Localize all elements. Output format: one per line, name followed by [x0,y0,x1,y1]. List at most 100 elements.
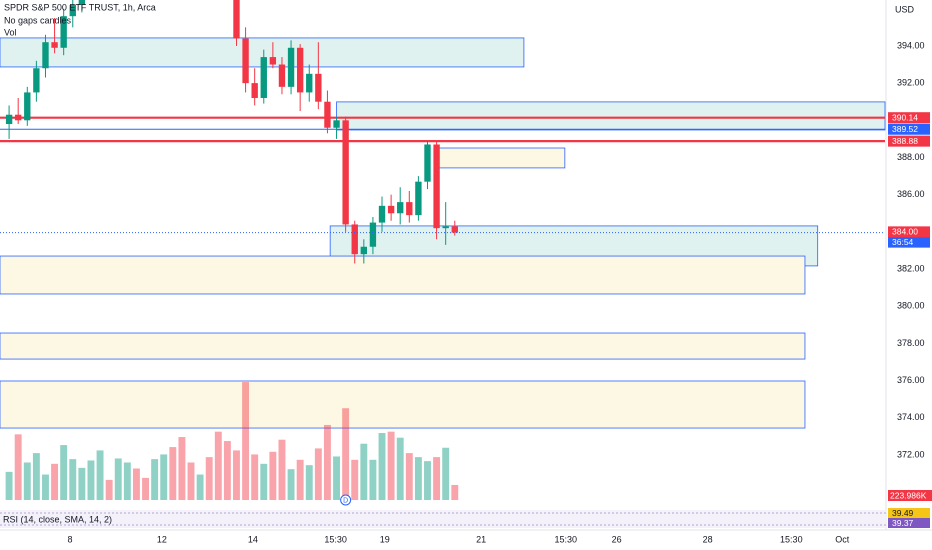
volume-bar [442,447,450,500]
volume-bar [78,467,86,500]
y-tick-label: 376.00 [897,375,925,385]
volume-bar [32,453,40,500]
candle-body [51,42,58,48]
volume-bar [205,457,213,500]
volume-bar [5,471,13,500]
countdown: 36:54 [892,237,914,247]
volume-bar [323,424,331,500]
zone [0,332,806,360]
y-tick-label: 386.00 [897,189,925,199]
price-pane [0,0,886,500]
level-label: 388.88 [892,136,918,146]
volume-bar [242,382,250,500]
volume-label-box [888,490,932,501]
volume-title: Vol [4,27,17,37]
rsi-label-box [888,508,930,518]
x-tick-label: 19 [380,534,390,544]
y-tick-label: 372.00 [897,449,925,459]
candle-body [42,42,49,69]
volume-bar [87,460,95,500]
candle-body [287,47,295,87]
candle-body [5,114,13,125]
y-tick-label: 392.00 [897,77,925,87]
rsi-pane [0,510,886,528]
candle-body [60,16,67,48]
volume-bar [251,454,259,500]
rsi-label: 39.49 [892,508,914,518]
volume-bar [414,457,422,500]
x-tick-label: 15:30 [554,534,577,544]
volume-bar [260,463,268,500]
candle-body [369,222,377,247]
x-tick-label: 26 [612,534,622,544]
volume-bar [360,443,368,500]
x-tick-label: 8 [68,534,73,544]
candle-body [242,38,249,84]
zone [0,255,806,295]
volume-bar [60,445,68,500]
indicator-title: RSI (14, close, SMA, 14, 2) [3,514,112,524]
volume-bar [433,457,441,500]
candle-body [415,181,422,216]
volume-bar [223,441,231,500]
candle-body [315,73,322,102]
candle-body [260,57,267,98]
volume-bar [105,479,113,500]
y-tick-label: 388.00 [897,152,925,162]
volume-bar [151,459,159,500]
candle-body [15,114,22,121]
volume-bar [23,462,31,500]
volume-bar [405,453,413,500]
open-label-box [888,226,930,238]
candle-body [78,0,86,6]
volume-bar [314,448,322,500]
candle-body [433,144,440,229]
y-tick-label: 394.00 [897,40,925,50]
candle-body [387,205,395,214]
candle-body [306,73,313,93]
volume-bar [351,459,359,500]
candle-body [278,64,286,87]
candle-body [269,57,277,65]
x-tick-label: 12 [157,534,167,544]
chart-subtitle: No gaps candles [4,15,72,25]
rsi-label-box [888,518,930,528]
candle-body [397,202,404,214]
volume-bar [396,437,404,500]
volume-bar [269,451,277,500]
zone [436,147,566,169]
level-label: 389.52 [892,124,918,134]
x-tick-label: Oct [835,534,850,544]
volume-bar [305,465,313,500]
volume-bar [214,431,222,500]
candle-body [442,226,449,229]
volume-bar [42,474,49,500]
candle-body [251,83,258,98]
volume-bar [132,468,140,500]
volume-bar [342,408,350,500]
x-tick-label: 28 [703,534,713,544]
volume-bar [378,433,386,500]
volume-bar [160,454,168,500]
currency: USD [895,4,915,14]
candle-body [378,205,386,223]
volume-bar [233,450,240,500]
level-label-box [888,135,930,147]
y-tick-label: 382.00 [897,263,925,273]
volume-bar [387,431,395,500]
rsi-label: 39.37 [892,518,914,528]
candle-body [33,68,40,93]
candle-body [451,226,458,233]
zone [336,101,886,131]
candle-body [24,92,31,121]
candle-body [324,101,331,128]
candle-body [360,246,368,255]
x-tick-label: 14 [248,534,258,544]
volume-bar [69,459,77,500]
volume-bar [451,484,459,500]
volume-bar [51,463,59,500]
volume-bar [96,450,104,500]
volume-bar [14,434,22,500]
zone [0,380,806,429]
